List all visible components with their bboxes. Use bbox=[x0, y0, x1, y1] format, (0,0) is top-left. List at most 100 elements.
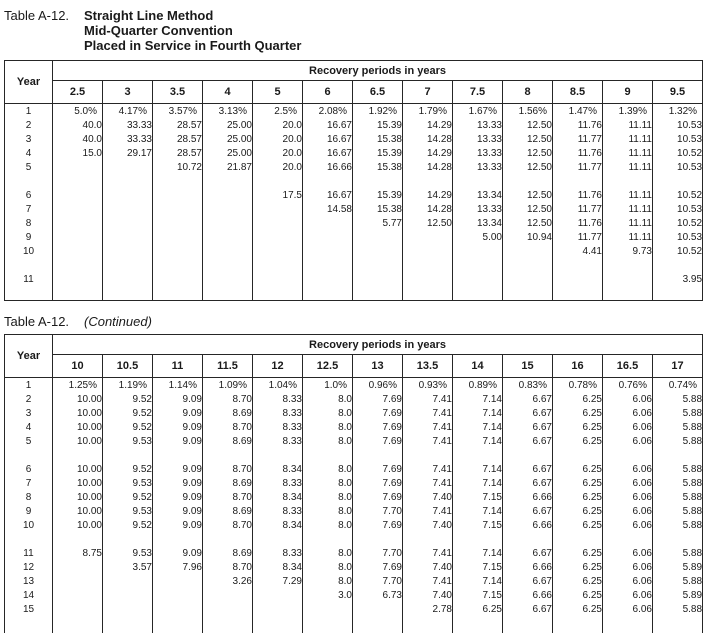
value-cell: 9.09 bbox=[152, 518, 203, 532]
spacer-cell bbox=[202, 258, 253, 272]
value-cell: 6.06 bbox=[602, 602, 653, 616]
value-cell: 28.57 bbox=[152, 132, 203, 146]
value-cell bbox=[102, 160, 153, 174]
spacer-cell bbox=[252, 448, 303, 462]
value-cell: 8.34 bbox=[252, 490, 303, 504]
value-cell: 40.0 bbox=[52, 132, 103, 146]
value-cell bbox=[52, 188, 103, 202]
value-cell: 7.14 bbox=[452, 392, 503, 406]
value-cell: 5.88 bbox=[651, 490, 704, 504]
value-cell: 12.50 bbox=[502, 160, 553, 174]
value-cell: 8.0 bbox=[302, 420, 353, 434]
value-cell: 5.89 bbox=[651, 588, 704, 602]
value-cell: 21.87 bbox=[202, 160, 253, 174]
value-cell: 9.09 bbox=[152, 420, 203, 434]
value-cell: 8.70 bbox=[202, 462, 253, 476]
year-cell: 5 bbox=[4, 434, 53, 448]
spacer-cell bbox=[602, 286, 653, 301]
spacer-cell bbox=[252, 174, 303, 188]
value-cell: 9.09 bbox=[152, 476, 203, 490]
value-cell: 2.5% bbox=[252, 103, 303, 118]
value-cell: 6.25 bbox=[552, 504, 603, 518]
value-cell: 6.67 bbox=[502, 406, 553, 420]
value-cell: 4.17% bbox=[102, 103, 153, 118]
value-cell: 10.52 bbox=[651, 146, 704, 160]
value-cell: 8.33 bbox=[252, 420, 303, 434]
period-header: 7.5 bbox=[452, 80, 503, 104]
spacer-cell bbox=[602, 532, 653, 546]
value-cell bbox=[52, 160, 103, 174]
header-row-periods: 10 10.5 11 11.5 12 12.5 13 13.5 14 15 16 16.5 17 bbox=[5, 354, 704, 378]
value-cell: 6.67 bbox=[502, 504, 553, 518]
table2-continued-label: (Continued) bbox=[84, 314, 152, 329]
table-row: 5 10.72 21.87 20.0 16.66 15.38 14.28 13.33 12.50… bbox=[4, 160, 704, 174]
spacer-cell bbox=[102, 448, 153, 462]
spacer-cell bbox=[452, 258, 503, 272]
value-cell bbox=[52, 574, 103, 588]
table1-label: Table A-12. bbox=[4, 8, 70, 23]
value-cell: 5.0% bbox=[52, 103, 103, 118]
value-cell: 7.69 bbox=[352, 392, 403, 406]
value-cell bbox=[152, 272, 203, 286]
value-cell bbox=[152, 588, 203, 602]
value-cell: 6.06 bbox=[602, 546, 653, 560]
value-cell: 9.09 bbox=[152, 504, 203, 518]
table1-title: Table A-12. Straight Line Method Mid-Qua… bbox=[4, 8, 702, 53]
value-cell bbox=[452, 272, 503, 286]
table-row: 165.836.256.065.89 bbox=[4, 630, 704, 633]
value-cell: 7.40 bbox=[402, 560, 453, 574]
spacer-cell bbox=[552, 286, 603, 301]
spacer-cell bbox=[402, 532, 453, 546]
spacer-cell bbox=[202, 448, 253, 462]
spacer-cell bbox=[402, 286, 453, 301]
table-row: 8 5.77 12.50 13.34 12.50 11.76 11.11 10.52 bbox=[4, 216, 704, 230]
spacer-cell bbox=[552, 532, 603, 546]
value-cell: 15.38 bbox=[352, 202, 403, 216]
value-cell: 6.06 bbox=[602, 476, 653, 490]
value-cell: 5.88 bbox=[651, 546, 704, 560]
spacer-cell bbox=[452, 286, 503, 301]
value-cell: 0.76% bbox=[602, 377, 653, 392]
value-cell: 7.41 bbox=[402, 392, 453, 406]
row-spacer bbox=[4, 532, 704, 546]
year-column-header: Year bbox=[4, 334, 53, 378]
spacer-cell bbox=[302, 286, 353, 301]
value-cell: 9.53 bbox=[102, 504, 153, 518]
value-cell: 1.0% bbox=[302, 377, 353, 392]
value-cell: 11.76 bbox=[552, 118, 603, 132]
spacer-cell bbox=[602, 258, 653, 272]
spacer-cell bbox=[352, 448, 403, 462]
value-cell bbox=[102, 574, 153, 588]
value-cell: 8.0 bbox=[302, 434, 353, 448]
value-cell: 8.0 bbox=[302, 546, 353, 560]
value-cell: 6.06 bbox=[602, 462, 653, 476]
table-row: 6 10.00 9.52 9.09 8.70 8.34 8.0 7.69 7.41 7.14 6.6… bbox=[4, 462, 704, 476]
value-cell: 12.50 bbox=[502, 216, 553, 230]
value-cell: 10.00 bbox=[52, 434, 103, 448]
header-row-span: Year Recovery periods in years bbox=[4, 334, 704, 378]
value-cell bbox=[202, 230, 253, 244]
value-cell: 7.14 bbox=[452, 546, 503, 560]
value-cell: 10.53 bbox=[651, 132, 704, 146]
spacer-cell bbox=[452, 532, 503, 546]
value-cell: 6.25 bbox=[452, 602, 503, 616]
spacer-cell bbox=[102, 174, 153, 188]
value-cell: 7.41 bbox=[402, 546, 453, 560]
value-cell: 6.67 bbox=[502, 602, 553, 616]
period-header: 11 bbox=[152, 354, 203, 378]
spacer-cell bbox=[352, 174, 403, 188]
value-cell bbox=[302, 272, 353, 286]
value-cell: 3.13% bbox=[202, 103, 253, 118]
value-cell: 1.04% bbox=[252, 377, 303, 392]
value-cell: 8.70 bbox=[202, 392, 253, 406]
value-cell bbox=[502, 244, 553, 258]
value-cell: 5.88 bbox=[651, 574, 704, 588]
value-cell: 7.40 bbox=[402, 490, 453, 504]
value-cell: 10.53 bbox=[651, 202, 704, 216]
value-cell bbox=[252, 202, 303, 216]
spacer-cell bbox=[452, 448, 503, 462]
value-cell: 8.34 bbox=[252, 462, 303, 476]
value-cell: 12.50 bbox=[402, 216, 453, 230]
value-cell bbox=[552, 272, 603, 286]
value-cell bbox=[452, 244, 503, 258]
